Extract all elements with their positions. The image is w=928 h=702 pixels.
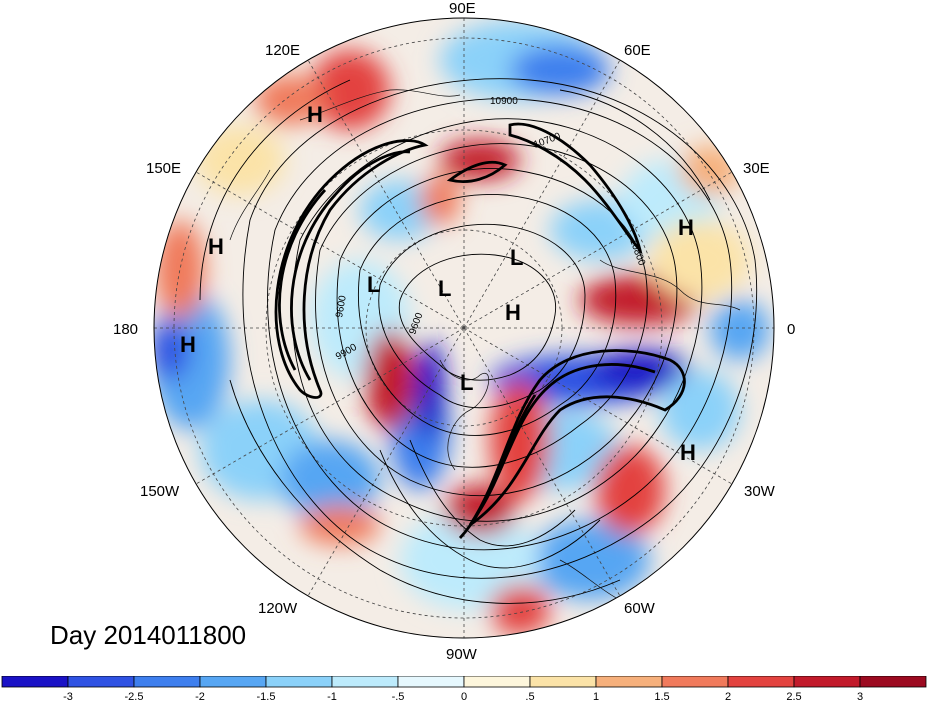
high-pressure-marker: H: [180, 332, 196, 357]
colorbar-swatch: [661, 676, 729, 688]
colorbar-tick-label: -.5: [392, 691, 405, 702]
colorbar-swatch: [463, 676, 531, 688]
colorbar-swatch: [793, 676, 861, 688]
colorbar-tick-label: -2.5: [125, 691, 144, 702]
high-pressure-marker: H: [505, 300, 521, 325]
longitude-label-60w: 60W: [624, 600, 656, 617]
low-pressure-marker: L: [367, 272, 380, 297]
longitude-label-120w: 120W: [258, 600, 298, 617]
longitude-label-150e: 150E: [146, 160, 181, 177]
high-pressure-marker: H: [678, 215, 694, 240]
colorbar-tick-label: 1: [593, 691, 599, 702]
colorbar-swatch: [67, 676, 135, 688]
low-pressure-marker: L: [510, 245, 523, 270]
colorbar-tick-label: 3: [857, 691, 863, 702]
colorbar-swatch: [859, 676, 927, 688]
colorbar-swatch: [529, 676, 597, 688]
contour-label: 10900: [490, 96, 518, 107]
longitude-label-30e: 30E: [743, 160, 770, 177]
longitude-label-30w: 30W: [744, 483, 776, 500]
colorbar-tick-label: -1: [327, 691, 337, 702]
colorbar-swatch: [1, 676, 69, 688]
contour-label: 9600: [334, 294, 349, 318]
coastlines: [229, 89, 741, 601]
colorbar-tick-label: -1.5: [257, 691, 276, 702]
day-label: Day 2014011800: [50, 620, 247, 650]
longitude-label-90e: 90E: [449, 0, 476, 17]
colorbar-swatch: [265, 676, 333, 688]
colorbar-swatches: [1, 676, 927, 688]
colorbar-swatch: [727, 676, 795, 688]
low-pressure-marker: L: [460, 370, 473, 395]
colorbar-tick-label: 2: [725, 691, 731, 702]
longitude-label-60e: 60E: [624, 42, 651, 59]
high-pressure-marker: H: [680, 440, 696, 465]
low-pressure-marker: L: [438, 276, 451, 301]
colorbar-swatch: [199, 676, 267, 688]
colorbar: -3 -2.5 -2 -1.5 -1 -.5 0 .5 1 1.5 2 2.5 3: [1, 676, 927, 702]
colorbar-swatch: [595, 676, 663, 688]
colorbar-tick-label: .5: [525, 691, 534, 702]
height-contours: [199, 78, 758, 604]
longitude-labels: 90E 60E 120E 150E 30E 180 0 150W 30W 120…: [113, 0, 795, 663]
jet-stream-contours: [274, 122, 686, 539]
colorbar-swatch: [331, 676, 399, 688]
high-pressure-marker: H: [208, 234, 224, 259]
longitude-label-180: 180: [113, 321, 138, 338]
longitude-label-150w: 150W: [140, 483, 180, 500]
longitude-label-90w: 90W: [446, 646, 478, 663]
colorbar-tick-label: 2.5: [786, 691, 801, 702]
colorbar-tick-label: 0: [461, 691, 467, 702]
colorbar-ticks: -3 -2.5 -2 -1.5 -1 -.5 0 .5 1 1.5 2 2.5 3: [63, 691, 863, 702]
colorbar-swatch: [133, 676, 201, 688]
longitude-label-120e: 120E: [265, 42, 300, 59]
map-boundary: [153, 17, 775, 639]
colorbar-tick-label: -2: [195, 691, 205, 702]
colorbar-tick-label: -3: [63, 691, 73, 702]
colorbar-swatch: [397, 676, 465, 688]
high-pressure-marker: H: [307, 102, 323, 127]
colorbar-tick-label: 1.5: [654, 691, 669, 702]
longitude-label-0: 0: [787, 321, 795, 338]
pressure-markers: H H H H H H L L L L: [180, 102, 696, 465]
